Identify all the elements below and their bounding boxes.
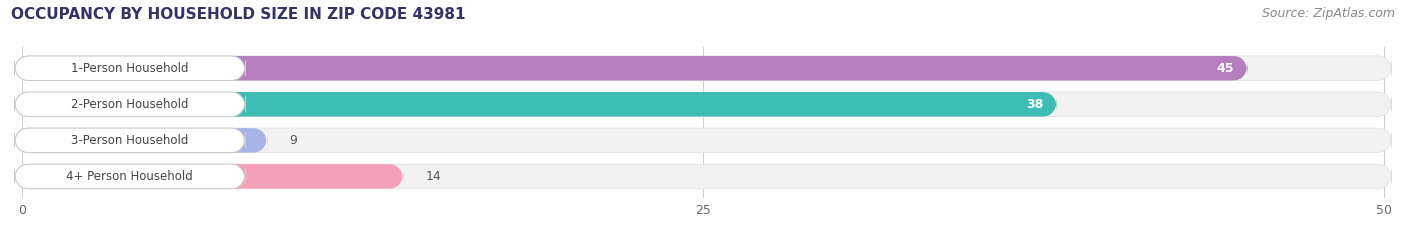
FancyBboxPatch shape bbox=[14, 56, 246, 80]
FancyBboxPatch shape bbox=[14, 56, 1247, 80]
Text: OCCUPANCY BY HOUSEHOLD SIZE IN ZIP CODE 43981: OCCUPANCY BY HOUSEHOLD SIZE IN ZIP CODE … bbox=[11, 7, 465, 22]
FancyBboxPatch shape bbox=[14, 164, 404, 189]
FancyBboxPatch shape bbox=[14, 56, 1392, 80]
FancyBboxPatch shape bbox=[14, 164, 246, 189]
Text: 2-Person Household: 2-Person Household bbox=[72, 98, 188, 111]
Text: 1-Person Household: 1-Person Household bbox=[72, 62, 188, 75]
FancyBboxPatch shape bbox=[14, 128, 267, 153]
Text: Source: ZipAtlas.com: Source: ZipAtlas.com bbox=[1261, 7, 1395, 20]
FancyBboxPatch shape bbox=[14, 128, 246, 153]
FancyBboxPatch shape bbox=[14, 128, 1392, 153]
FancyBboxPatch shape bbox=[14, 92, 246, 116]
Text: 38: 38 bbox=[1026, 98, 1043, 111]
Text: 14: 14 bbox=[425, 170, 441, 183]
Text: 45: 45 bbox=[1216, 62, 1234, 75]
Text: 9: 9 bbox=[290, 134, 297, 147]
FancyBboxPatch shape bbox=[14, 92, 1392, 116]
FancyBboxPatch shape bbox=[14, 164, 1392, 189]
Text: 4+ Person Household: 4+ Person Household bbox=[66, 170, 193, 183]
FancyBboxPatch shape bbox=[14, 92, 1057, 116]
Text: 3-Person Household: 3-Person Household bbox=[72, 134, 188, 147]
